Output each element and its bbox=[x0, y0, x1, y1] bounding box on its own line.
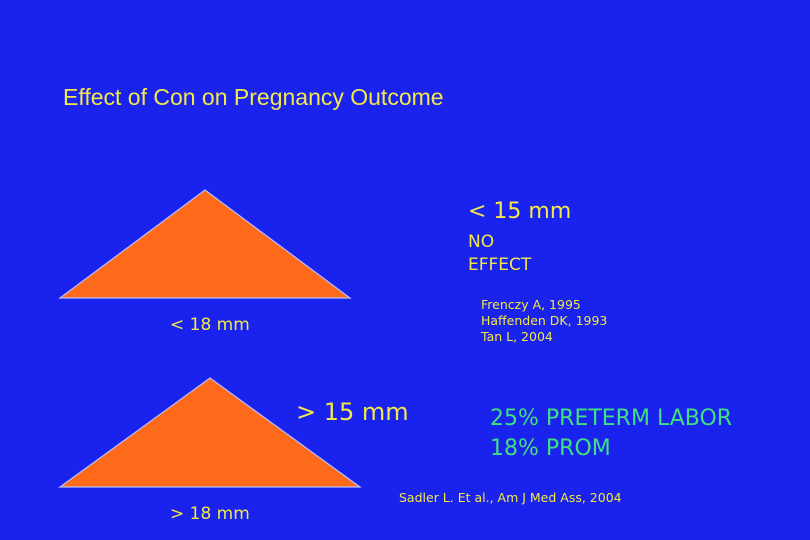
upper-triangle-label: < 18 mm bbox=[170, 315, 250, 335]
lower-outcome-line2: 18% PROM bbox=[490, 436, 611, 461]
lower-reference: Sadler L. Et al., Am J Med Ass, 2004 bbox=[399, 490, 622, 505]
upper-effect-line1: NO bbox=[468, 232, 495, 252]
reference-line: Frenczy A, 1995 bbox=[481, 297, 581, 312]
reference-line: Haffenden DK, 1993 bbox=[481, 313, 608, 328]
upper-effect-line2: EFFECT bbox=[468, 255, 532, 275]
reference-line: Tan L, 2004 bbox=[481, 329, 553, 344]
lower-outcome-line1: 25% PRETERM LABOR bbox=[490, 406, 733, 431]
lower-threshold-label: > 15 mm bbox=[296, 398, 409, 426]
lower-triangle bbox=[58, 377, 362, 488]
lower-triangle-label: > 18 mm bbox=[170, 504, 250, 524]
upper-threshold-label: < 15 mm bbox=[468, 199, 572, 224]
upper-references: Frenczy A, 1995 Haffenden DK, 1993 Tan L… bbox=[481, 297, 607, 345]
slide-title: Effect of Con on Pregnancy Outcome bbox=[63, 84, 444, 110]
upper-triangle bbox=[58, 189, 352, 299]
